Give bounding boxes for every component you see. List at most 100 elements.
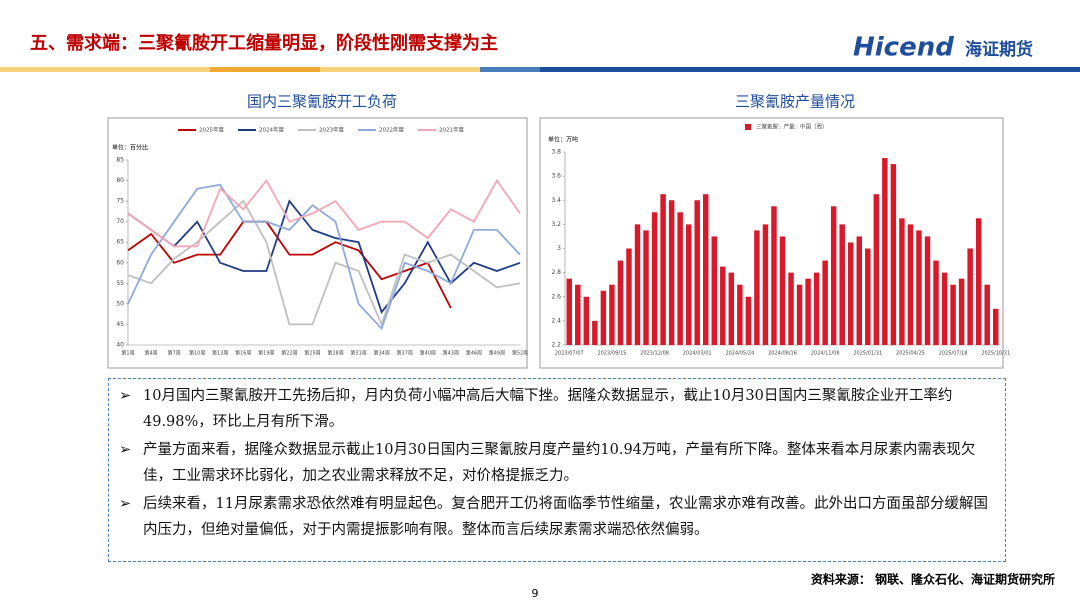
x-tick-label: 2025/01/31 xyxy=(853,351,882,357)
x-tick-label: 2023/09/15 xyxy=(597,351,626,357)
legend-label: 2021年度 xyxy=(439,126,464,134)
stripe xyxy=(320,67,480,72)
x-tick-label: 2025/04/25 xyxy=(896,351,925,357)
y-tick-label: 3.2 xyxy=(551,221,561,228)
x-tick-label: 第16周 xyxy=(235,350,251,357)
bar xyxy=(592,320,598,345)
x-tick-label: 2024/05/24 xyxy=(725,351,754,357)
bar xyxy=(899,218,905,345)
bar xyxy=(890,164,897,345)
bar xyxy=(583,296,590,345)
bar xyxy=(762,224,769,345)
bar xyxy=(916,230,922,345)
bar xyxy=(924,236,931,345)
bar xyxy=(566,278,572,345)
x-tick-label: 2025/07/18 xyxy=(939,351,968,357)
x-tick-label: 第19周 xyxy=(258,350,274,357)
chart-frame xyxy=(539,117,1004,369)
bullet: 后续来看，11月尿素需求恐依然难有明显起色。复合肥开工仍将面临季节性缩量，农业需… xyxy=(117,491,997,543)
bar xyxy=(737,284,743,345)
legend-label: 2023年度 xyxy=(319,126,344,134)
bar xyxy=(984,284,990,345)
x-tick-label: 2023/07/07 xyxy=(555,351,584,357)
source: 资料来源： 钢联、隆众石化、海证期货研究所 xyxy=(811,572,1055,587)
series-line xyxy=(127,183,521,331)
series-line xyxy=(127,220,452,309)
stripe xyxy=(480,67,540,72)
x-tick-label: 2024/08/16 xyxy=(768,351,797,357)
bar xyxy=(626,248,632,345)
x-tick-label: 第34周 xyxy=(373,350,389,357)
bar xyxy=(771,206,777,345)
bar xyxy=(882,158,888,345)
legend-label: 2025年度 xyxy=(199,126,224,134)
y-tick-label: 55 xyxy=(116,280,124,287)
y-tick-label: 50 xyxy=(116,300,124,307)
bar xyxy=(975,218,982,345)
bar xyxy=(933,260,939,345)
logo-cn: 海证期货 xyxy=(965,39,1033,60)
series-line xyxy=(127,178,521,248)
bar xyxy=(848,242,854,345)
y-tick-label: 70 xyxy=(116,218,124,225)
bar xyxy=(779,236,786,345)
x-tick-label: 第13周 xyxy=(212,350,228,357)
bar xyxy=(600,290,607,345)
x-tick-label: 第4周 xyxy=(144,350,157,357)
x-tick-label: 2023/12/08 xyxy=(640,351,669,357)
bar xyxy=(993,308,999,345)
bullet: 10月国内三聚氰胺开工先扬后抑，月内负荷小幅冲高后大幅下挫。据隆众数据显示，截止… xyxy=(117,383,997,435)
x-tick-label: 第49周 xyxy=(489,350,505,357)
x-tick-label: 第7周 xyxy=(168,350,181,357)
x-tick-label: 第37周 xyxy=(397,350,413,357)
y-tick-label: 3.8 xyxy=(551,149,561,156)
y-tick-label: 75 xyxy=(116,198,124,205)
x-tick-label: 第46周 xyxy=(466,350,482,357)
x-tick-label: 第10周 xyxy=(189,350,205,357)
bar xyxy=(796,284,803,345)
legend-label: 2022年度 xyxy=(379,126,404,134)
bar xyxy=(634,224,641,345)
legend-label: 2024年度 xyxy=(259,126,284,134)
bar xyxy=(643,230,649,345)
bar xyxy=(617,260,624,345)
x-tick-label: 第25周 xyxy=(304,350,320,357)
x-tick-label: 2024/03/01 xyxy=(683,351,712,357)
x-tick-label: 第40周 xyxy=(420,350,436,357)
bar xyxy=(830,206,837,345)
chart-frame xyxy=(107,117,528,369)
logo: Hicend xyxy=(853,33,954,63)
y-tick-label: 85 xyxy=(116,157,124,164)
series-line xyxy=(127,199,521,314)
legend-swatch xyxy=(745,124,751,130)
bar xyxy=(839,224,845,345)
legend-label: 三聚氰胺：产量：中国（周） xyxy=(756,123,828,131)
bar xyxy=(660,194,666,345)
stripe xyxy=(540,67,1080,72)
x-tick-label: 2025/10/31 xyxy=(981,351,1010,357)
bar xyxy=(788,272,794,345)
bar xyxy=(967,248,973,345)
bar xyxy=(703,194,709,345)
stripe xyxy=(210,67,320,72)
y-tick-label: 3 xyxy=(557,245,561,252)
bar xyxy=(941,272,948,345)
bar xyxy=(950,284,956,345)
y-tick-label: 2.6 xyxy=(551,293,561,300)
x-tick-label: 第43周 xyxy=(443,350,459,357)
x-tick-label: 第22周 xyxy=(281,350,297,357)
y-tick-label: 2.8 xyxy=(551,269,561,276)
bar xyxy=(907,224,914,345)
bar xyxy=(813,272,820,345)
page-number: 9 xyxy=(532,587,539,600)
bar xyxy=(609,284,615,345)
bar xyxy=(822,260,828,345)
bar xyxy=(575,284,581,345)
x-tick-label: 第1周 xyxy=(121,350,134,357)
bar xyxy=(694,200,700,345)
series-line xyxy=(127,199,521,327)
y-tick-label: 3.6 xyxy=(551,173,561,180)
bar xyxy=(651,212,658,345)
bar xyxy=(805,278,811,345)
